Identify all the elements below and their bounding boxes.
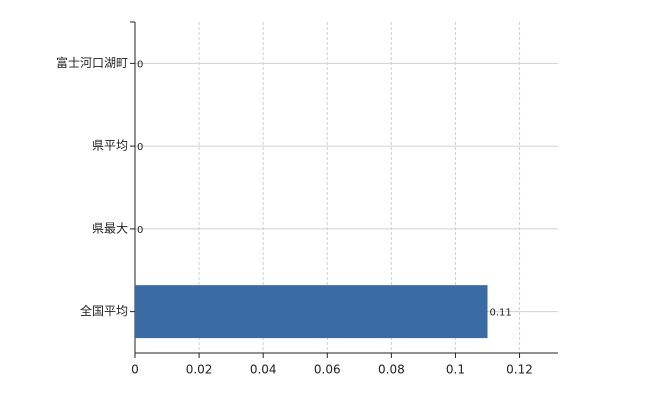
bar xyxy=(135,285,488,339)
x-tick-label: 0.12 xyxy=(506,363,533,377)
x-tick-label: 0 xyxy=(131,363,139,377)
y-tick-label: 富士河口湖町 xyxy=(56,55,128,70)
y-tick-label: 県最大 xyxy=(92,221,128,235)
y-tick-label: 県平均 xyxy=(92,139,128,153)
value-label: 0 xyxy=(137,225,143,236)
x-tick-label: 0.1 xyxy=(446,363,465,377)
y-tick-label: 全国平均 xyxy=(80,303,128,318)
value-label: 0 xyxy=(137,142,143,153)
value-label: 0.11 xyxy=(490,308,512,319)
x-tick-label: 0.08 xyxy=(378,363,405,377)
x-tick-label: 0.04 xyxy=(250,363,277,377)
value-label: 0 xyxy=(137,59,143,70)
x-tick-label: 0.02 xyxy=(186,363,213,377)
x-tick-label: 0.06 xyxy=(314,363,341,377)
